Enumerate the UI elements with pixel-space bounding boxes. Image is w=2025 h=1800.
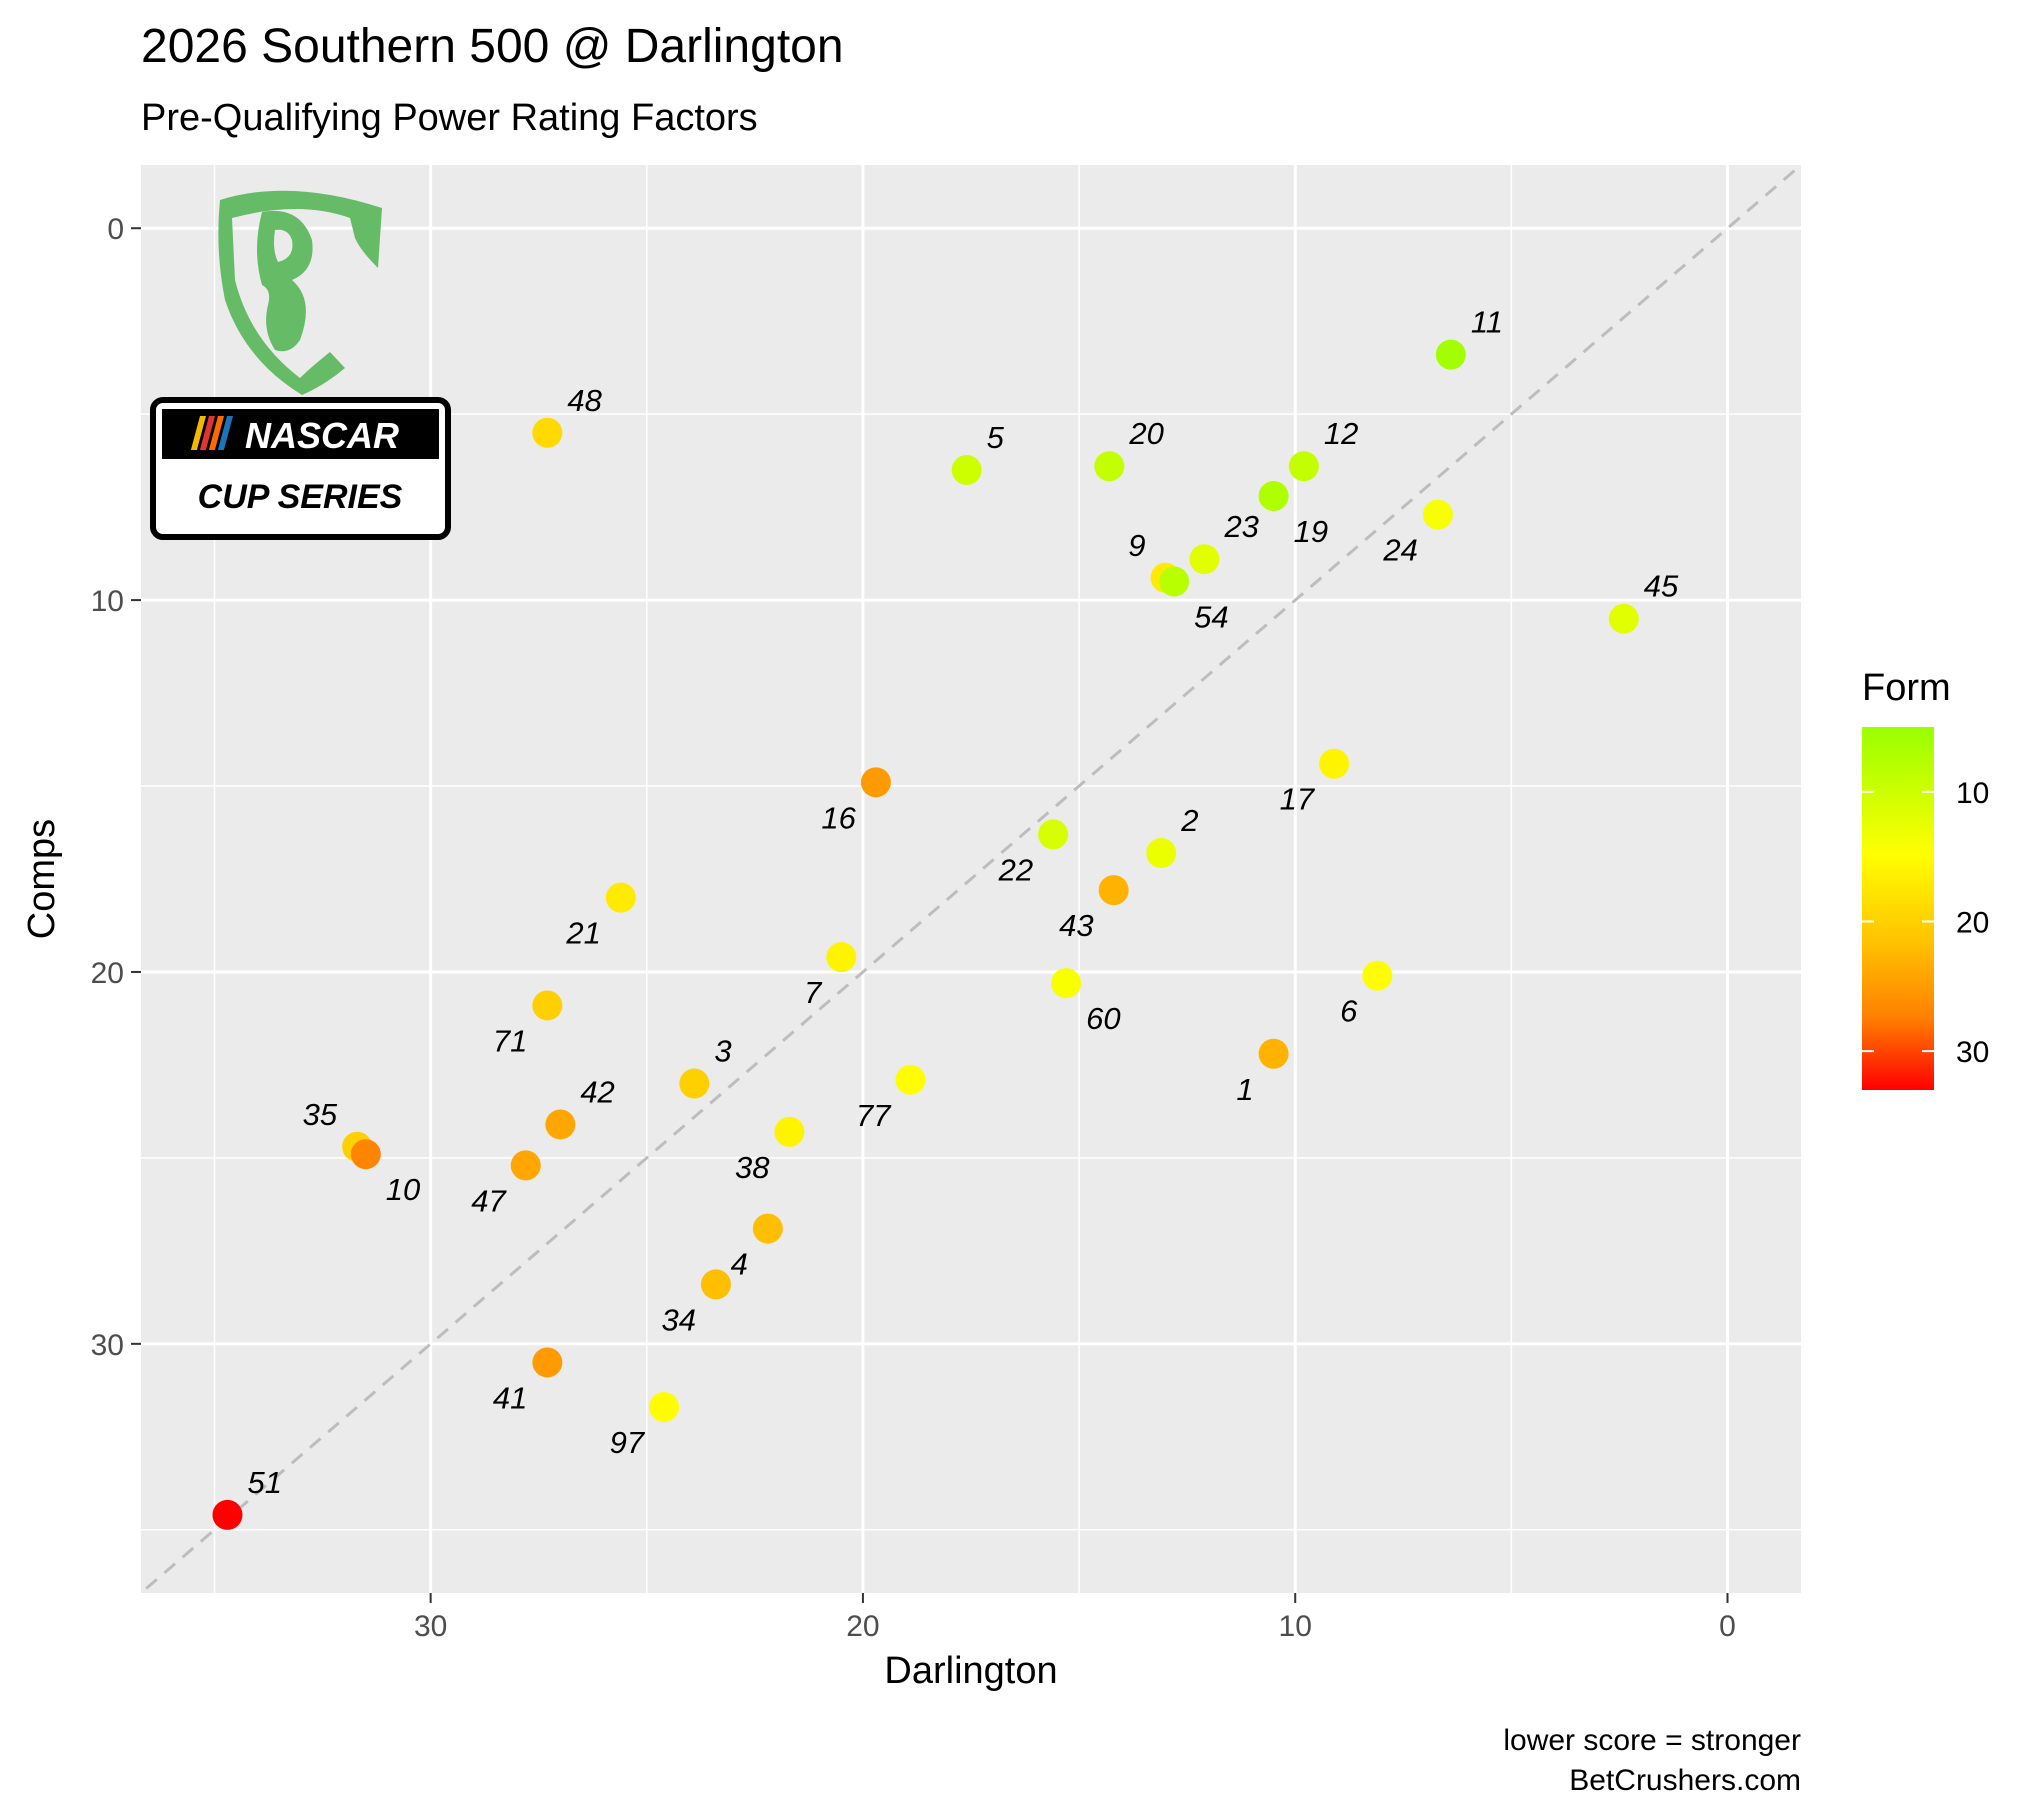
data-point-label: 43 [1059, 908, 1093, 943]
cup-series-wordmark: CUP SERIES [198, 478, 403, 516]
data-point-label: 42 [580, 1074, 614, 1109]
data-point-label: 41 [493, 1380, 527, 1415]
x-axis-title: Darlington [884, 1650, 1057, 1692]
data-point-label: 2 [1180, 803, 1198, 838]
data-point [605, 882, 636, 913]
data-point-label: 22 [998, 852, 1033, 887]
data-point-label: 11 [1471, 305, 1503, 340]
x-tick-label: 30 [414, 1610, 447, 1643]
chart-subtitle: Pre-Qualifying Power Rating Factors [141, 97, 758, 139]
y-tick-label: 0 [107, 213, 124, 246]
data-point [752, 1213, 783, 1244]
data-point [951, 454, 982, 485]
data-point [1051, 968, 1082, 999]
data-point-label: 77 [856, 1098, 892, 1133]
data-point [860, 767, 891, 798]
caption-line-2: BetCrushers.com [1569, 1764, 1801, 1797]
points-layer [212, 339, 1639, 1530]
legend-tick-label: 30 [1956, 1036, 1989, 1069]
data-point [212, 1499, 243, 1530]
data-point [1288, 451, 1319, 482]
nascar-wordmark: NASCAR [245, 415, 399, 456]
data-point [1258, 480, 1289, 511]
caption-line-1: lower score = stronger [1503, 1724, 1801, 1757]
data-point [545, 1109, 576, 1140]
data-point [350, 1139, 381, 1170]
grid [141, 165, 1801, 1593]
y-tick-label: 20 [91, 957, 124, 990]
data-point-label: 48 [567, 383, 602, 418]
data-point-label: 5 [987, 420, 1005, 455]
brand-logo: BC [218, 190, 382, 395]
y-tick-label: 30 [91, 1329, 124, 1362]
data-point-label: 47 [471, 1183, 507, 1218]
data-point [1038, 819, 1069, 850]
legend-tick-label: 10 [1956, 777, 1989, 810]
data-point-label: 60 [1086, 1001, 1120, 1036]
reference-line-group [141, 165, 1801, 1593]
y-tick-label: 10 [91, 585, 124, 618]
data-point [895, 1064, 926, 1095]
data-point-label: 9 [1128, 528, 1145, 563]
data-point [1189, 544, 1220, 575]
data-point-label: 54 [1194, 600, 1228, 635]
data-point-label: 38 [735, 1150, 770, 1185]
data-point [1319, 748, 1350, 779]
data-point-label: 71 [493, 1023, 527, 1058]
reference-line [141, 165, 1801, 1593]
data-point [1435, 339, 1466, 370]
x-tick-label: 20 [846, 1610, 879, 1643]
legend-colorbar [1862, 727, 1934, 1090]
data-point-label: 35 [303, 1097, 338, 1132]
data-point [1362, 960, 1393, 991]
data-point [649, 1392, 680, 1423]
data-point-label: 19 [1294, 514, 1328, 549]
data-point [1608, 603, 1639, 634]
legend: Form 10 20 30 [1862, 667, 1989, 1090]
data-point [1098, 875, 1129, 906]
data-point-label: 23 [1223, 509, 1258, 544]
data-point-label: 51 [247, 1465, 281, 1500]
data-point-label: 4 [731, 1247, 748, 1282]
data-point-label: 34 [661, 1302, 695, 1337]
data-point [826, 942, 857, 973]
data-point [700, 1269, 731, 1300]
data-point-label: 7 [804, 975, 823, 1010]
data-point [510, 1150, 541, 1181]
y-axis-title: Comps [21, 819, 63, 939]
data-point [774, 1116, 805, 1147]
chart-title: 2026 Southern 500 @ Darlington [141, 20, 844, 73]
data-point [532, 417, 563, 448]
data-point [1094, 451, 1125, 482]
data-point [1159, 566, 1190, 597]
data-point-label: 24 [1382, 533, 1417, 568]
x-tick-label: 0 [1719, 1610, 1736, 1643]
axes: 30 20 10 0 0 10 20 30 [91, 213, 1736, 1643]
data-point-label: 10 [386, 1172, 420, 1207]
data-point-label: 12 [1324, 416, 1358, 451]
data-point [1422, 499, 1453, 530]
data-point-label: 3 [714, 1034, 731, 1069]
data-point [1258, 1038, 1289, 1069]
legend-title: Form [1862, 667, 1951, 709]
legend-tick-label: 20 [1956, 906, 1989, 939]
data-point [1146, 837, 1177, 868]
data-point-label: 17 [1280, 782, 1316, 817]
data-point-label: 21 [565, 916, 600, 951]
data-point [532, 1347, 563, 1378]
x-tick-label: 10 [1279, 1610, 1312, 1643]
data-point-label: 6 [1340, 994, 1358, 1029]
data-point-label: 45 [1644, 569, 1679, 604]
data-point-label: 16 [821, 800, 856, 835]
nascar-cup-series-logo: NASCAR CUP SERIES [150, 397, 451, 540]
data-point [532, 990, 563, 1021]
data-point [679, 1068, 710, 1099]
data-point-label: 97 [610, 1425, 646, 1460]
data-point-label: 20 [1128, 416, 1163, 451]
data-point-label: 1 [1236, 1072, 1253, 1107]
